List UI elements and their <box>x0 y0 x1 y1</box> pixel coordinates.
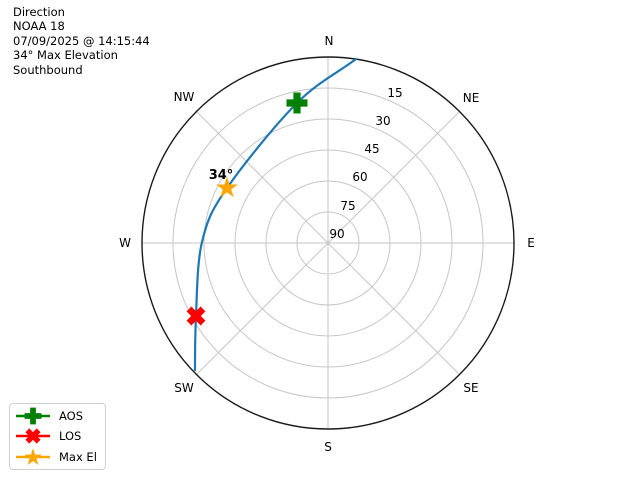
satellite-track-line <box>193 57 358 372</box>
pass-timestamp: 07/09/2025 @ 14:15:44 <box>13 33 150 48</box>
los-legend-icon <box>16 428 50 445</box>
satellite-name: NOAA 18 <box>13 19 65 34</box>
compass-sw: SW <box>174 381 194 395</box>
legend-label-los: LOS <box>59 429 82 444</box>
compass-n: N <box>325 34 334 48</box>
azimuth-spokes <box>142 57 514 429</box>
los-marker <box>186 306 206 326</box>
aos-plus-icon <box>286 92 308 114</box>
compass-w: W <box>119 236 131 250</box>
max-el-marker <box>216 176 238 198</box>
compass-s: S <box>324 440 332 454</box>
tick-60: 60 <box>352 170 367 184</box>
legend-row-los: LOS <box>10 427 105 445</box>
max-el-annotation: 34° <box>209 168 234 183</box>
tick-90: 90 <box>329 227 344 241</box>
pass-direction-text: Southbound <box>13 62 83 77</box>
legend-row-maxel: Max El <box>10 448 105 466</box>
compass-e: E <box>527 236 535 250</box>
compass-se: SE <box>463 381 478 395</box>
horizon-circle <box>141 56 515 430</box>
aos-legend-icon <box>16 407 50 425</box>
compass-nw: NW <box>174 90 195 104</box>
tick-15: 15 <box>387 86 402 100</box>
tick-45: 45 <box>364 142 379 156</box>
compass-ne: NE <box>463 91 480 105</box>
legend-label-aos: AOS <box>59 409 84 424</box>
legend-row-aos: AOS <box>10 407 105 425</box>
elevation-tick-labels: 15 30 45 60 75 90 <box>329 86 402 241</box>
legend-label-maxel: Max El <box>59 449 97 464</box>
compass-labels: N NE E SE S SW W NW <box>119 34 535 454</box>
aos-marker <box>286 92 308 114</box>
max-el-legend-icon <box>16 448 50 465</box>
los-x-icon <box>186 306 206 326</box>
pass-info-block: Direction NOAA 18 07/09/2025 @ 14:15:44 … <box>13 5 150 77</box>
spoke-ne-sw <box>196 111 460 375</box>
legend: AOS LOS Max El <box>9 403 106 470</box>
max-elevation-text: 34° Max Elevation <box>13 48 118 63</box>
max-el-star-icon <box>216 176 238 198</box>
pass-info-title: Direction <box>13 5 65 19</box>
tick-75: 75 <box>340 199 355 213</box>
tick-30: 30 <box>375 114 390 128</box>
